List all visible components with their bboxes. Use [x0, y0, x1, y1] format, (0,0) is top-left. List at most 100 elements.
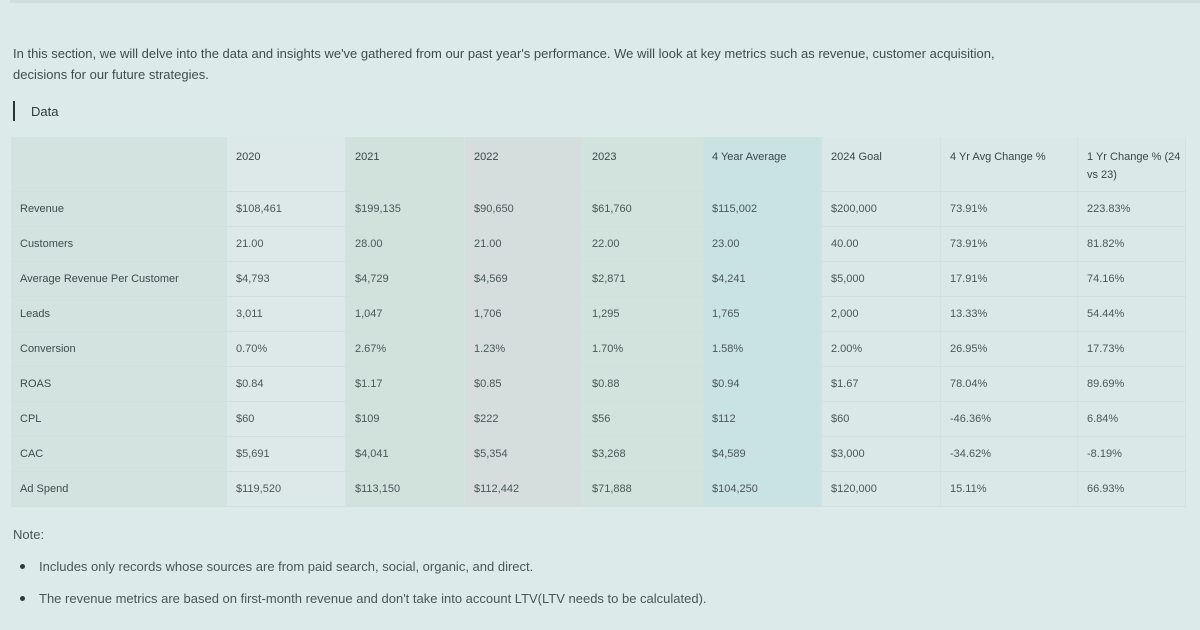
note-text: Includes only records whose sources are …	[39, 559, 534, 574]
intro-line-1: In this section, we will delve into the …	[13, 46, 995, 61]
table-row: Average Revenue Per Customer $4,793 $4,7…	[11, 261, 1186, 297]
header-2024-goal: 2024 Goal	[821, 137, 941, 192]
header-2023: 2023	[582, 137, 703, 192]
header-2020: 2020	[226, 137, 346, 192]
cell: 78.04%	[940, 366, 1078, 402]
header-2022: 2022	[464, 137, 583, 192]
cell: 15.11%	[940, 471, 1078, 507]
data-section-heading: Data	[13, 101, 58, 121]
cell: 40.00	[821, 226, 941, 262]
note-title: Note:	[13, 527, 45, 542]
cell: 81.82%	[1077, 226, 1186, 262]
cell: $120,000	[821, 471, 941, 507]
cell: $0.88	[582, 366, 703, 402]
table-row: Revenue $108,461 $199,135 $90,650 $61,76…	[11, 191, 1186, 227]
cell: $112	[702, 401, 822, 437]
cell: 1,295	[582, 296, 703, 332]
cell: 17.73%	[1077, 331, 1186, 367]
header-4yr-avg-change: 4 Yr Avg Change %	[940, 137, 1078, 192]
bullet-icon	[20, 596, 25, 601]
header-1yr-change: 1 Yr Change % (24 vs 23)	[1077, 137, 1186, 192]
cell: -46.36%	[940, 401, 1078, 437]
cell: 13.33%	[940, 296, 1078, 332]
cell: $4,569	[464, 261, 583, 297]
cell: $104,250	[702, 471, 822, 507]
table-header-row: 2020 2021 2022 2023 4 Year Average 2024 …	[11, 137, 1186, 192]
cell: $0.84	[226, 366, 346, 402]
cell: 22.00	[582, 226, 703, 262]
cell: $108,461	[226, 191, 346, 227]
list-item: The revenue metrics are based on first-m…	[20, 588, 707, 609]
cell: 21.00	[226, 226, 346, 262]
cell: $222	[464, 401, 583, 437]
intro-paragraph: In this section, we will delve into the …	[13, 43, 1200, 85]
cell: 1,765	[702, 296, 822, 332]
intro-line-2: decisions for our future strategies.	[13, 67, 209, 82]
cell: 89.69%	[1077, 366, 1186, 402]
cell: $4,589	[702, 436, 822, 472]
cell: $115,002	[702, 191, 822, 227]
table-row: Leads 3,011 1,047 1,706 1,295 1,765 2,00…	[11, 296, 1186, 332]
table-row: Customers 21.00 28.00 21.00 22.00 23.00 …	[11, 226, 1186, 262]
cell: 2,000	[821, 296, 941, 332]
cell: $0.85	[464, 366, 583, 402]
table-row: Conversion 0.70% 2.67% 1.23% 1.70% 1.58%…	[11, 331, 1186, 367]
cell: $61,760	[582, 191, 703, 227]
cell: $90,650	[464, 191, 583, 227]
bullet-icon	[20, 564, 25, 569]
quote-bar-icon	[13, 101, 15, 121]
cell: 73.91%	[940, 226, 1078, 262]
cell: $4,793	[226, 261, 346, 297]
cell: $1.67	[821, 366, 941, 402]
row-label: CPL	[11, 401, 227, 437]
header-metric	[11, 137, 227, 192]
cell: $4,729	[345, 261, 465, 297]
cell: $56	[582, 401, 703, 437]
cell: $2,871	[582, 261, 703, 297]
cell: $200,000	[821, 191, 941, 227]
cell: 1.70%	[582, 331, 703, 367]
cell: $113,150	[345, 471, 465, 507]
cell: 3,011	[226, 296, 346, 332]
row-label: CAC	[11, 436, 227, 472]
cell: 0.70%	[226, 331, 346, 367]
row-label: Conversion	[11, 331, 227, 367]
cell: $60	[226, 401, 346, 437]
row-label: Ad Spend	[11, 471, 227, 507]
cell: 6.84%	[1077, 401, 1186, 437]
cell: $71,888	[582, 471, 703, 507]
cell: $5,691	[226, 436, 346, 472]
cell: $119,520	[226, 471, 346, 507]
cell: 1,706	[464, 296, 583, 332]
metrics-table: 2020 2021 2022 2023 4 Year Average 2024 …	[11, 137, 1186, 507]
cell: $3,268	[582, 436, 703, 472]
cell: 2.67%	[345, 331, 465, 367]
row-label: Customers	[11, 226, 227, 262]
cell: $5,000	[821, 261, 941, 297]
cell: 17.91%	[940, 261, 1078, 297]
cell: 1.58%	[702, 331, 822, 367]
section-label: Data	[31, 103, 59, 119]
cell: 1,047	[345, 296, 465, 332]
table-row: CPL $60 $109 $222 $56 $112 $60 -46.36% 6…	[11, 401, 1186, 437]
cell: 26.95%	[940, 331, 1078, 367]
cell: 1.23%	[464, 331, 583, 367]
cell: $5,354	[464, 436, 583, 472]
cell: -8.19%	[1077, 436, 1186, 472]
header-2021: 2021	[345, 137, 465, 192]
cell: $109	[345, 401, 465, 437]
cell: $199,135	[345, 191, 465, 227]
cell: 23.00	[702, 226, 822, 262]
cell: 54.44%	[1077, 296, 1186, 332]
row-label: Average Revenue Per Customer	[11, 261, 227, 297]
notes-list: Includes only records whose sources are …	[20, 556, 707, 620]
row-label: ROAS	[11, 366, 227, 402]
cell: 74.16%	[1077, 261, 1186, 297]
cell: 66.93%	[1077, 471, 1186, 507]
cell: $112,442	[464, 471, 583, 507]
cell: $3,000	[821, 436, 941, 472]
cell: 28.00	[345, 226, 465, 262]
table-row: ROAS $0.84 $1.17 $0.85 $0.88 $0.94 $1.67…	[11, 366, 1186, 402]
cell: $4,241	[702, 261, 822, 297]
table-row: Ad Spend $119,520 $113,150 $112,442 $71,…	[11, 471, 1186, 507]
